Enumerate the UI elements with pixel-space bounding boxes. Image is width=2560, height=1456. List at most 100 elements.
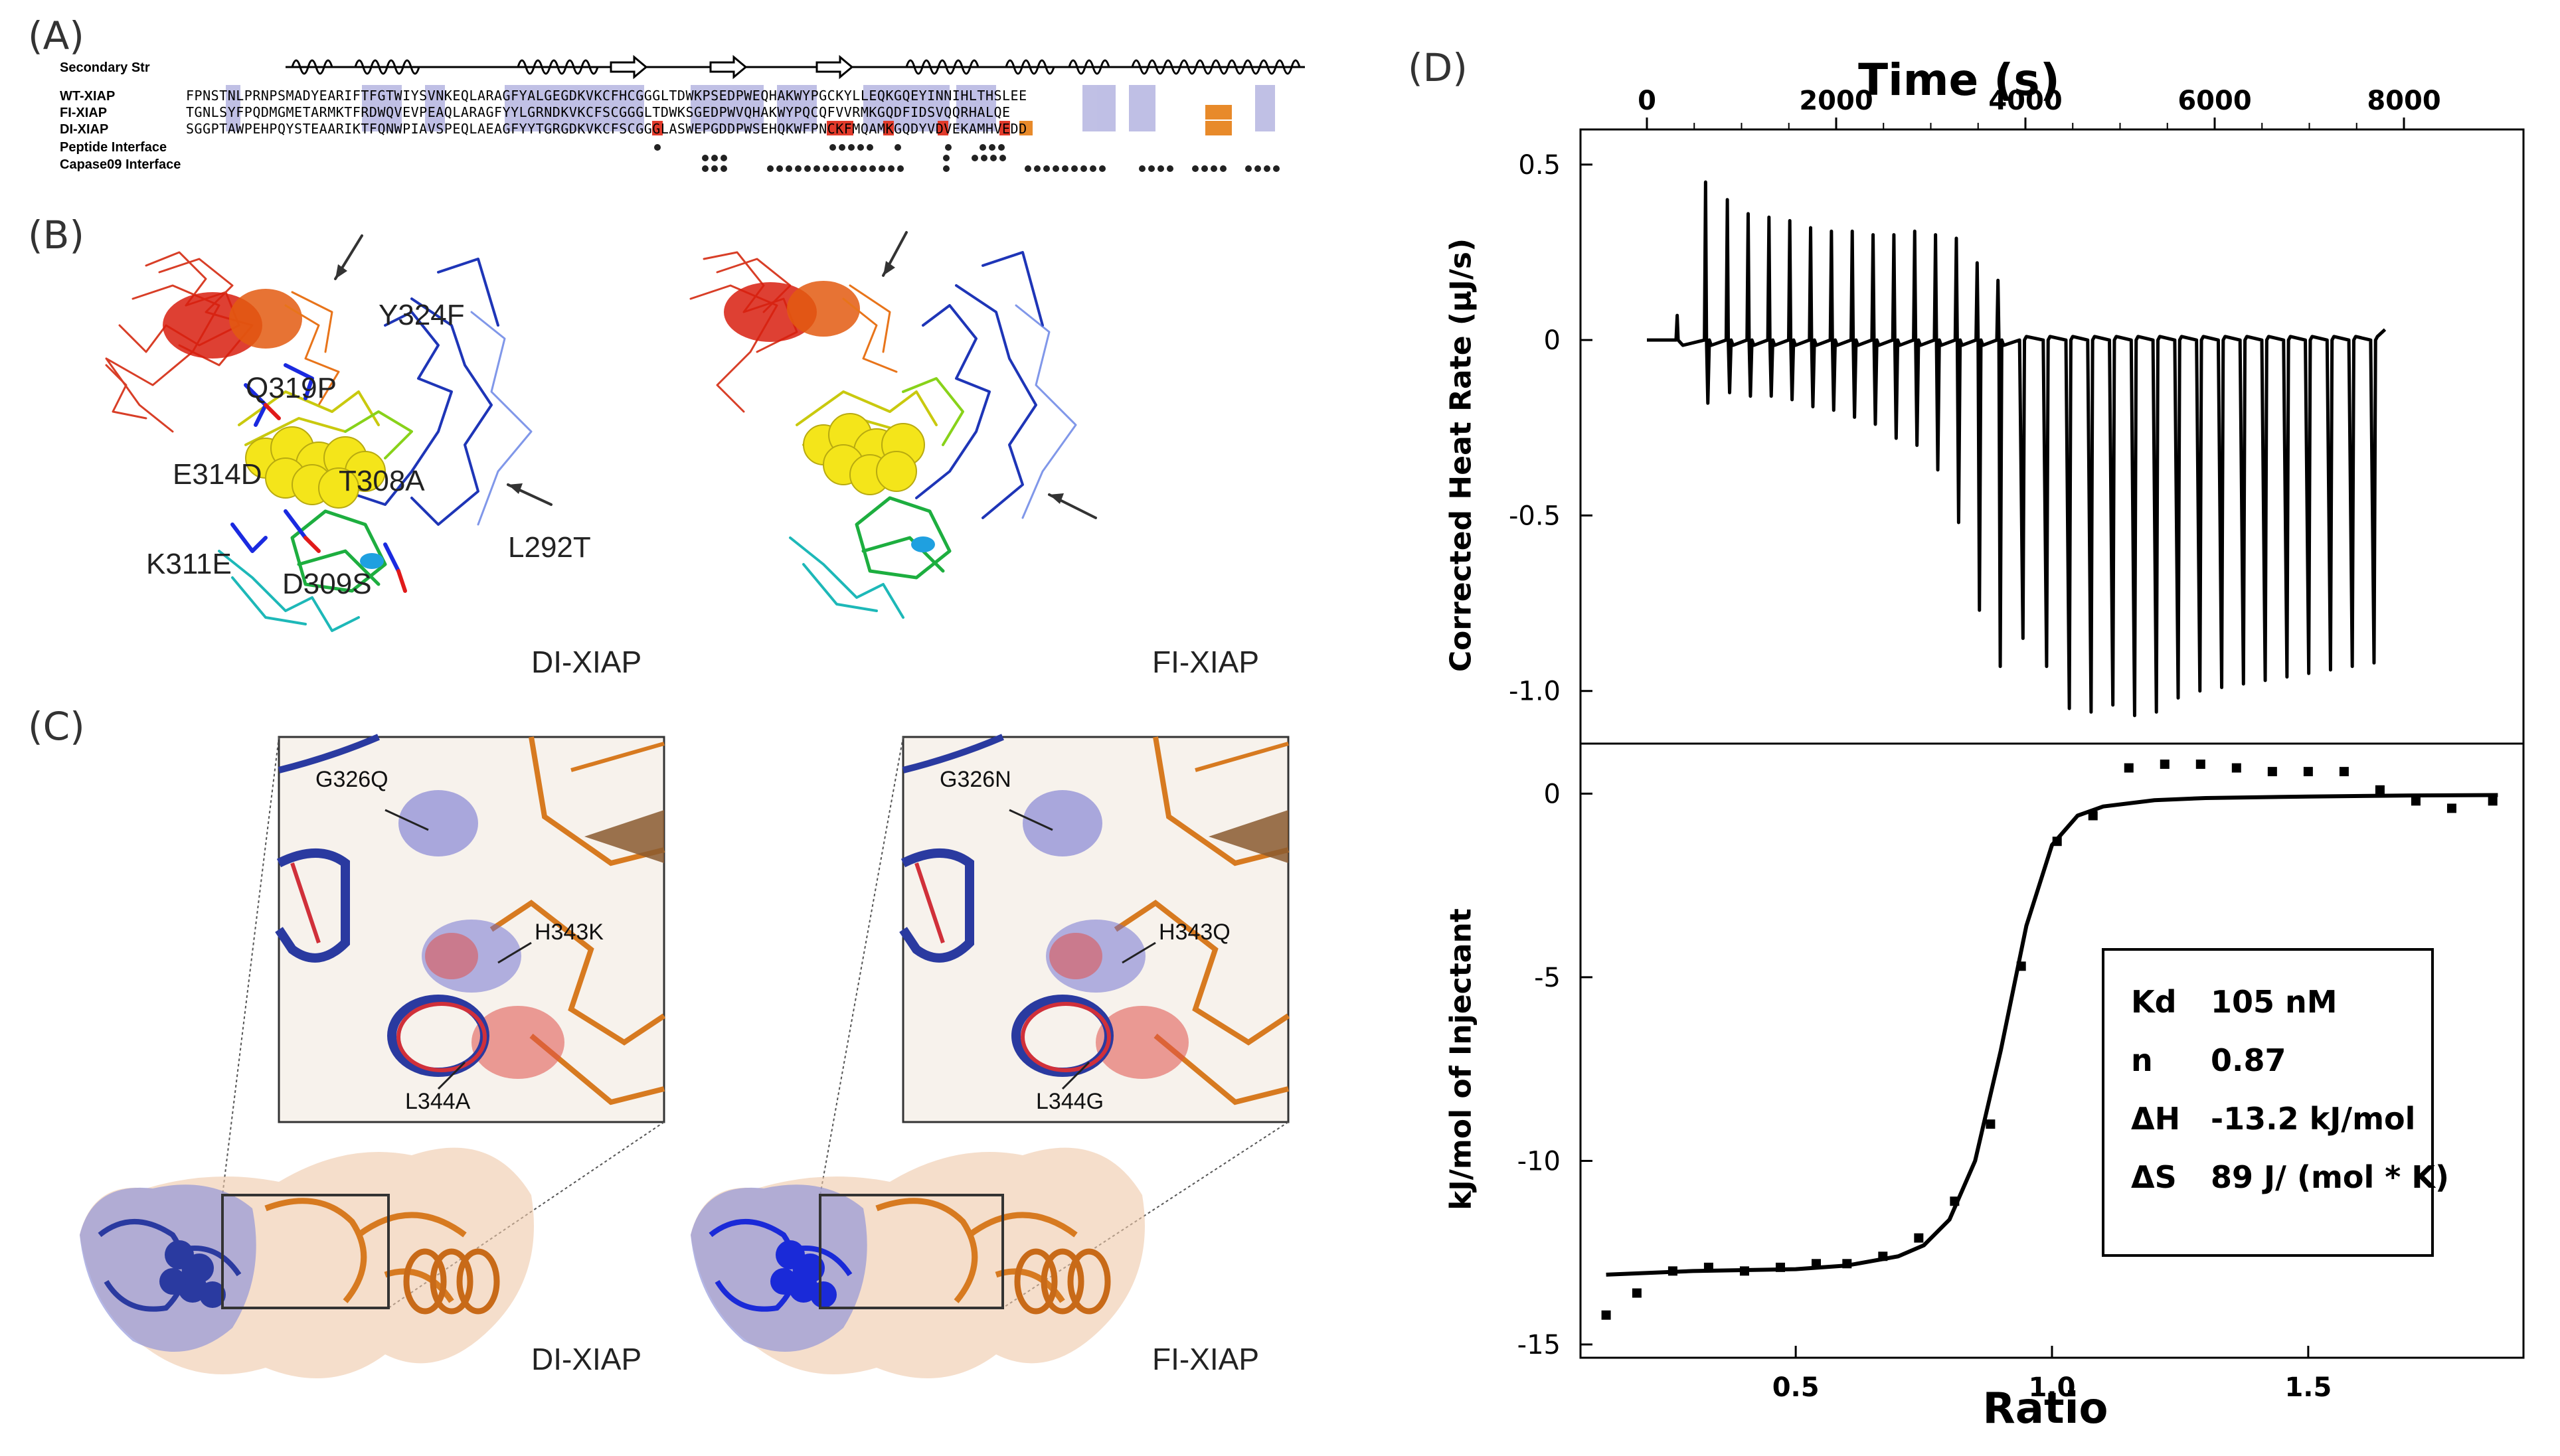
heat-rate-tick-label: -0.5: [1509, 501, 1561, 531]
binding-point: [2231, 763, 2241, 773]
heat-rate-tick-label: 0.5: [1518, 150, 1561, 181]
binding-point: [1632, 1288, 1642, 1298]
binding-fit-curve: [1606, 793, 2498, 1277]
panel-label-d: (D): [1408, 45, 1468, 90]
enthalpy-tick-label: -5: [1534, 963, 1561, 993]
zoom-label: G326N: [940, 767, 1011, 792]
top-axis: 0 2000 4000 6000 8000: [1638, 86, 2441, 129]
di-xiap-ensemble: [105, 234, 553, 632]
thermogram-y-axis: 0.5 0 -0.5 -1.0: [1509, 150, 1592, 707]
binding-point: [2411, 796, 2421, 806]
alignment-row-fi: FI-XIAP TGNLSYFPQDMGMETARMKTFRDWQVEVPEAQL…: [60, 104, 1011, 121]
binding-point: [2160, 760, 2170, 769]
thermogram-line: [1647, 180, 2387, 718]
fit-parameter-row: n 0.87: [2131, 1042, 2431, 1101]
zoom-label: H343Q: [1159, 920, 1231, 945]
fit-parameter-name: Kd: [2131, 984, 2177, 1020]
binding-point: [1914, 1233, 1924, 1243]
enthalpy-y-axis: 0 -5 -10 -15: [1517, 779, 1592, 1360]
binding-point: [1601, 1310, 1611, 1320]
row-label: FI-XIAP: [60, 106, 108, 120]
binding-point: [2446, 803, 2456, 813]
row-label: DI-XIAP: [60, 122, 109, 137]
fit-parameter-name: ΔS: [2131, 1159, 2177, 1195]
sequence-alignment: Secondary Str WT-XIAP FPNSTNLPRNPSMADYEAR…: [0, 0, 1328, 186]
row-sequence: FPNSTNLPRNPSMADYEARIFTFGTWIYSVNKEQLARAGF…: [186, 88, 1027, 104]
panel-b-structures: Y324F Q319P E314D T308A K311E D309S L292…: [66, 193, 1328, 704]
binding-point: [2303, 767, 2313, 777]
fit-parameters-box: Kd 105 nM n 0.87 ΔH -13.2 kJ/mol ΔS 89 J/ (mol …: [2102, 948, 2449, 1257]
thermogram-trace: [1647, 180, 2387, 718]
mutation-label: Q319P: [246, 372, 337, 404]
panel-b-right-title: FI-XIAP: [1152, 645, 1260, 679]
panel-label-c: (C): [28, 704, 85, 749]
row-label: Secondary Str: [60, 60, 150, 75]
alignment-row-caspase: Capase09 Interface: [60, 157, 186, 173]
panel-label-a: (A): [28, 13, 84, 58]
fit-parameter-value: 89 J/ (mol * K): [2211, 1159, 2450, 1195]
fit-parameter-row: ΔS 89 J/ (mol * K): [2131, 1159, 2449, 1218]
fit-parameter-row: Kd 105 nM: [2131, 984, 2431, 1042]
time-tick-label: 6000: [2177, 86, 2251, 116]
binding-point: [2375, 785, 2385, 795]
panel-b-left-title: DI-XIAP: [531, 645, 642, 679]
heat-rate-tick-label: 0: [1544, 325, 1561, 356]
secondary-structure-track: [226, 54, 1305, 172]
zoom-label: L344A: [405, 1089, 471, 1114]
time-tick-label: 0: [1638, 86, 1656, 116]
mutation-label: Y324F: [379, 299, 465, 331]
binding-point: [2267, 767, 2277, 777]
row-label: Capase09 Interface: [60, 157, 181, 172]
row-sequence: SGGPTAWPEHPQYSTEAARIKTFQNWPIAVSPEQLAEAGF…: [186, 121, 1027, 137]
fit-line: [1606, 793, 2498, 1277]
fit-parameter-name: ΔH: [2131, 1101, 2181, 1137]
di-xiap-zoom: [80, 737, 664, 1378]
time-axis-title: Time (s): [1858, 54, 2060, 106]
mutation-label: E314D: [173, 458, 262, 491]
enthalpy-tick-label: -15: [1517, 1330, 1561, 1360]
time-tick-label: 2000: [1799, 86, 1873, 116]
row-sequence: TGNLSYFPQDMGMETARMKTFRDWQVEVPEAQLARAGFYY…: [186, 104, 1011, 120]
ratio-tick-label: 0.5: [1772, 1372, 1820, 1403]
zoom-label: H343K: [535, 920, 604, 945]
fit-parameter-value: 105 nM: [2211, 984, 2338, 1020]
panel-c-art: [80, 734, 1290, 1378]
itc-chart: 0 2000 4000 6000 8000 0.5 0 -0.5 -1.0 0.5 1.0 1.5…: [1509, 86, 2525, 1403]
ratio-tick-label: 1.0: [2029, 1372, 2076, 1403]
panel-c-right-title: FI-XIAP: [1152, 1342, 1260, 1376]
fi-xiap-ensemble: [689, 231, 1097, 619]
panel-c-left-title: DI-XIAP: [531, 1342, 642, 1376]
enthalpy-tick-label: 0: [1544, 779, 1561, 809]
panel-c-structures: G326Q H343K L344A G326N H343Q L344G DI-X…: [66, 730, 1328, 1454]
panel-label-b: (B): [28, 212, 85, 258]
zoom-label: G326Q: [315, 767, 388, 792]
fit-parameter-row: ΔH -13.2 kJ/mol: [2131, 1101, 2431, 1159]
mutation-label: K311E: [146, 548, 232, 580]
fit-parameter-value: 0.87: [2211, 1042, 2286, 1078]
panel-b-art: [105, 231, 1097, 632]
enthalpy-tick-label: -10: [1517, 1146, 1561, 1176]
heat-rate-ylabel: Corrected Heat Rate (μJ/s): [1444, 238, 1478, 673]
binding-point: [1986, 1119, 1996, 1129]
mutation-label: D309S: [282, 568, 372, 600]
fit-parameter-value: -13.2 kJ/mol: [2211, 1101, 2416, 1137]
alignment-row-wt: WT-XIAP FPNSTNLPRNPSMADYEARIFTFGTWIYSVNKE…: [60, 88, 1027, 104]
binding-point: [2088, 811, 2098, 821]
time-tick-label: 4000: [1988, 86, 2062, 116]
alignment-row-peptide: Peptide Interface: [60, 139, 186, 155]
ratio-tick-label: 1.5: [2284, 1372, 2332, 1403]
binding-point: [2195, 760, 2205, 769]
time-tick-label: 8000: [2367, 86, 2440, 116]
heat-rate-tick-label: -1.0: [1509, 677, 1561, 707]
itc-figure: 0 2000 4000 6000 8000 0.5 0 -0.5 -1.0 0.5 1.0 1.5…: [1395, 40, 2550, 1447]
binding-point: [2488, 796, 2498, 806]
alignment-row-secondary: Secondary Str: [60, 60, 186, 76]
fi-xiap-zoom: [691, 734, 1290, 1378]
ratio-axis: 0.5 1.0 1.5: [1772, 1346, 2332, 1403]
ratio-xlabel: Ratio: [1982, 1384, 2108, 1433]
enthalpy-ylabel: kJ/mol of Injectant: [1444, 908, 1478, 1210]
row-label: Peptide Interface: [60, 140, 167, 155]
zoom-label: L344G: [1036, 1089, 1104, 1114]
fit-parameter-name: n: [2131, 1042, 2153, 1078]
fit-parameters-list: Kd 105 nM n 0.87 ΔH -13.2 kJ/mol ΔS 89 J/ (mol …: [2131, 984, 2449, 1218]
